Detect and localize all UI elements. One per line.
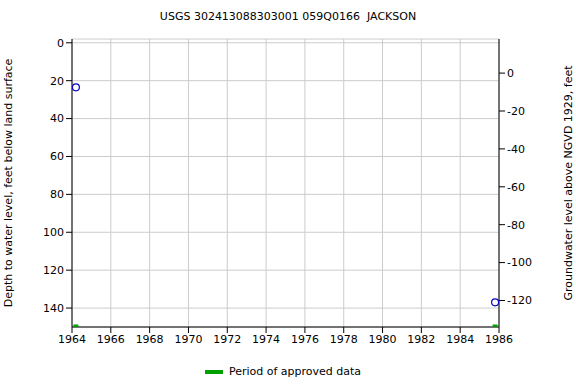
html-text:USGS 302413088303001 059Q0166: USGS 302413088303001 059Q0166 JACKSON	[159, 10, 417, 23]
svg-text:-20: -20	[507, 105, 525, 118]
svg-text:60: 60	[50, 150, 64, 163]
svg-text:-120: -120	[507, 294, 532, 307]
svg-text:-80: -80	[507, 219, 525, 232]
svg-text:-60: -60	[507, 181, 525, 194]
svg-text:1970: 1970	[174, 333, 202, 346]
svg-text:1976: 1976	[291, 333, 319, 346]
svg-text:-40: -40	[507, 143, 525, 156]
svg-text:120: 120	[43, 264, 64, 277]
svg-text:0: 0	[57, 37, 64, 50]
svg-text:-100: -100	[507, 256, 532, 269]
svg-text:20: 20	[50, 75, 64, 88]
svg-text:100: 100	[43, 226, 64, 239]
svg-text:1982: 1982	[407, 333, 435, 346]
svg-text:1966: 1966	[97, 333, 125, 346]
svg-text:80: 80	[50, 188, 64, 201]
svg-text:1964: 1964	[58, 333, 86, 346]
html-text:Period of approved data: Period of approved data	[228, 365, 362, 378]
svg-text:1974: 1974	[252, 333, 280, 346]
svg-text:1984: 1984	[446, 333, 474, 346]
svg-text:Groundwater level above NGVD 1: Groundwater level above NGVD 1929, feet	[562, 65, 568, 301]
svg-text:1968: 1968	[136, 333, 164, 346]
svg-text:1972: 1972	[213, 333, 241, 346]
svg-text:40: 40	[50, 112, 64, 125]
svg-text:1978: 1978	[330, 333, 358, 346]
svg-text:140: 140	[43, 302, 64, 315]
svg-text:1986: 1986	[485, 333, 513, 346]
svg-text:0: 0	[507, 67, 514, 80]
svg-text:Depth to water level, feet bel: Depth to water level, feet below land su…	[8, 58, 15, 307]
svg-text:1980: 1980	[369, 333, 397, 346]
